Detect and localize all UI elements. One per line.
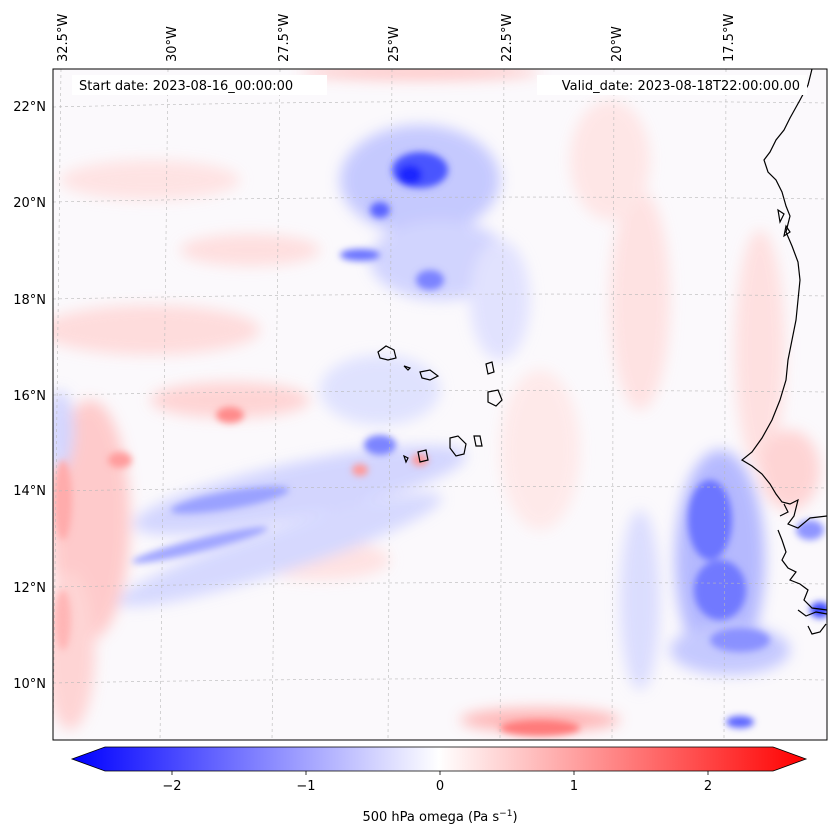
graticule	[53, 69, 827, 740]
colorbar-ticks	[171, 771, 709, 775]
cape-verde-islands	[377, 345, 397, 361]
lat-label: 12°N	[13, 581, 46, 596]
colorbar-tick-label: −1	[296, 779, 315, 794]
lon-label: 32.5°W	[56, 14, 71, 62]
map-panel: Start date: 2023-08-16_00:00:00 Valid_da…	[52, 68, 828, 741]
date-info: Start date: 2023-08-16_00:00:00 Valid_da…	[72, 75, 807, 95]
africa-coast	[740, 69, 827, 529]
valid-date-box	[537, 75, 807, 95]
lon-label: 20°W	[610, 26, 625, 62]
coastline	[377, 69, 827, 635]
omega-field	[53, 69, 827, 736]
lat-label: 20°N	[13, 196, 46, 211]
lat-label: 14°N	[13, 484, 46, 499]
lat-label: 18°N	[13, 293, 46, 308]
colorbar-label-end: )	[512, 810, 517, 825]
colorbar: −2 −1 0 1 2 500 hPa omega (Pa s−1)	[70, 746, 808, 825]
colorbar-tick-label: 2	[704, 779, 712, 794]
start-date-text: Start date: 2023-08-16_00:00:00	[79, 79, 293, 94]
lat-label: 10°N	[13, 677, 46, 692]
latitude-labels: 22°N 20°N 18°N 16°N 14°N 12°N 10°N	[13, 100, 46, 692]
colorbar-bar	[70, 746, 808, 772]
lon-label: 17.5°W	[722, 14, 737, 62]
lon-label: 30°W	[165, 26, 180, 62]
colorbar-tick-label: 1	[570, 779, 578, 794]
colorbar-tick-label: −2	[162, 779, 181, 794]
colorbar-label-sup: −1	[499, 809, 512, 819]
map-frame	[52, 68, 828, 741]
start-date-box	[72, 75, 327, 95]
colorbar-tick-label: 0	[436, 779, 444, 794]
lon-label: 27.5°W	[277, 14, 292, 62]
longitude-labels: 32.5°W 30°W 27.5°W 25°W 22.5°W 20°W 17.5…	[56, 14, 737, 62]
lat-label: 16°N	[13, 389, 46, 404]
lat-label: 22°N	[13, 100, 46, 115]
colorbar-label: 500 hPa omega (Pa s−1)	[362, 809, 517, 825]
lon-label: 22.5°W	[500, 14, 515, 62]
lon-label: 25°W	[387, 26, 402, 62]
colorbar-label-main: 500 hPa omega (Pa s	[362, 810, 499, 825]
valid-date-text: Valid_date: 2023-08-18T22:00:00.00	[562, 79, 800, 94]
